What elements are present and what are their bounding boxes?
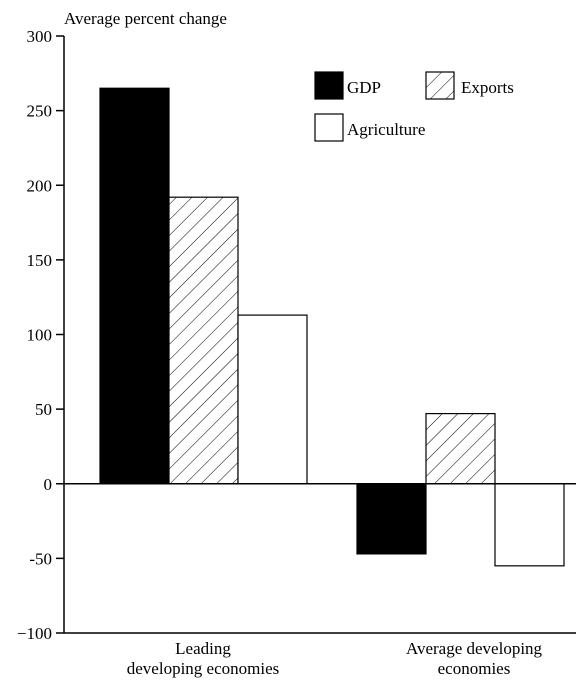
bar-gdp-average	[356, 483, 427, 555]
legend-swatch-exports	[425, 71, 455, 100]
y-tick-label: -50	[29, 549, 52, 568]
legend-swatch-agriculture	[314, 113, 344, 142]
legend-label-exports: Exports	[461, 78, 514, 97]
legend-swatch-gdp	[314, 71, 344, 100]
bar-exports-average	[425, 413, 496, 485]
category-label: economies	[438, 659, 511, 678]
category-label: Average developing	[406, 639, 543, 658]
y-tick-label: 50	[35, 400, 52, 419]
y-axis-title: Average percent change	[64, 9, 227, 28]
category-label: Leading	[175, 639, 231, 658]
bar-agriculture-average	[494, 483, 565, 567]
y-tick-label: 200	[27, 176, 53, 195]
bar-exports-leading	[168, 196, 239, 485]
legend: GDP Exports Agriculture	[314, 71, 514, 142]
y-tick-label: 300	[27, 27, 53, 46]
plot-area	[64, 87, 576, 567]
y-tick-label: 150	[27, 251, 53, 270]
y-tick-label: −100	[17, 624, 52, 643]
bar-gdp-leading	[99, 87, 170, 485]
y-tick-label: 250	[27, 102, 53, 121]
legend-label-agriculture: Agriculture	[347, 120, 425, 139]
y-tick-label: 0	[44, 475, 53, 494]
y-axis: 300 250 200 150 100 50 0 -50 −100	[17, 27, 65, 643]
category-label: developing economies	[127, 659, 280, 678]
bar-agriculture-leading	[237, 314, 308, 485]
y-tick-label: 100	[27, 326, 53, 345]
legend-label-gdp: GDP	[347, 78, 381, 97]
